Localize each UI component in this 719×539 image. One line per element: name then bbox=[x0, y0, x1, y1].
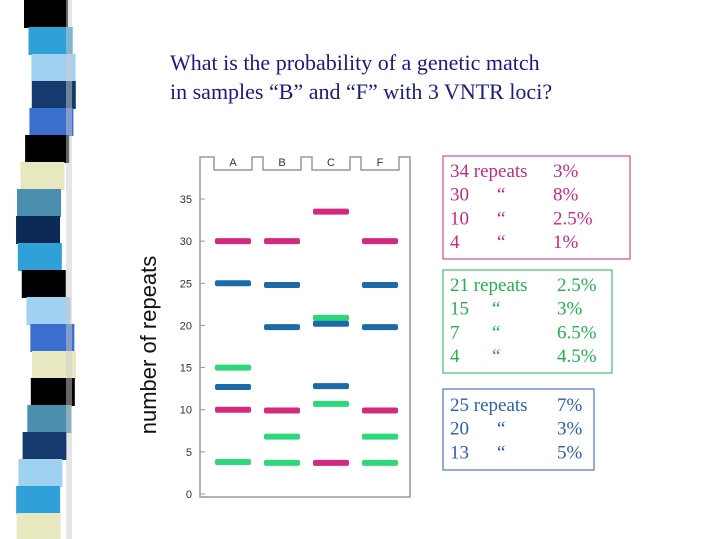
strip-block bbox=[18, 459, 63, 487]
band bbox=[215, 458, 251, 465]
y-tick-label: 35 bbox=[180, 194, 192, 206]
table-percent: 2.5% bbox=[557, 275, 597, 296]
band bbox=[264, 433, 300, 440]
y-tick-label: 25 bbox=[180, 278, 192, 290]
y-tick-label: 30 bbox=[180, 236, 192, 248]
table-percent: 8% bbox=[553, 185, 579, 206]
strip-block bbox=[17, 243, 62, 271]
table-count: 15 bbox=[450, 299, 469, 320]
table-percent: 4.5% bbox=[557, 346, 597, 367]
frequency-tables: 34 repeats 3% 30 “ 8% 10 “ 2.5% 4 “ 1% 21 repeats 2.… bbox=[442, 155, 631, 471]
table-percent: 5% bbox=[557, 442, 583, 463]
table-count: 4 bbox=[450, 346, 460, 367]
table-count: 4 bbox=[450, 232, 460, 253]
band bbox=[362, 407, 398, 414]
band bbox=[264, 238, 300, 245]
strip-block bbox=[17, 189, 62, 217]
table-percent: 6.5% bbox=[557, 322, 597, 343]
decorative-strip bbox=[16, 0, 76, 539]
table-ditto: “ bbox=[497, 419, 505, 440]
lane-label: C bbox=[327, 157, 335, 169]
table-count: 25 repeats bbox=[450, 395, 528, 416]
table-ditto: “ bbox=[497, 442, 505, 463]
band bbox=[362, 281, 398, 288]
band bbox=[313, 314, 349, 321]
band bbox=[313, 383, 349, 390]
band bbox=[264, 281, 300, 288]
table-count: 7 bbox=[450, 322, 460, 343]
table-count: 20 bbox=[450, 419, 469, 440]
band bbox=[215, 280, 251, 287]
band bbox=[362, 433, 398, 440]
y-tick-label: 20 bbox=[180, 320, 192, 332]
strip-block bbox=[28, 27, 73, 55]
table-ditto: “ bbox=[492, 346, 500, 367]
band bbox=[313, 208, 349, 215]
gel: 0 5 10 15 20 25 30 35 A B C F bbox=[180, 157, 398, 501]
title-line: What is the probability of a genetic mat… bbox=[170, 50, 540, 75]
band bbox=[215, 364, 251, 371]
strip-block bbox=[27, 405, 72, 433]
table-percent: 3% bbox=[553, 161, 579, 182]
table-count: 10 bbox=[450, 208, 469, 229]
strip-shadow bbox=[66, 0, 72, 539]
strip-block bbox=[16, 513, 61, 539]
table-percent: 1% bbox=[553, 232, 579, 253]
band bbox=[264, 459, 300, 466]
band bbox=[362, 324, 398, 331]
band bbox=[362, 459, 398, 466]
strip-block bbox=[21, 270, 66, 298]
table-box bbox=[442, 269, 613, 374]
table-ditto: “ bbox=[492, 322, 500, 343]
band bbox=[215, 383, 251, 390]
table-count: 13 bbox=[450, 442, 469, 463]
strip-block bbox=[25, 135, 70, 163]
band bbox=[215, 238, 251, 245]
band bbox=[313, 320, 349, 327]
y-axis-label: number of repeats bbox=[136, 256, 161, 435]
strip-block bbox=[16, 486, 61, 514]
table-percent: 3% bbox=[557, 419, 583, 440]
lane-label: A bbox=[229, 157, 237, 169]
y-tick-label: 10 bbox=[180, 405, 192, 417]
band bbox=[264, 324, 300, 331]
table-percent: 3% bbox=[557, 299, 583, 320]
table-count: 21 repeats bbox=[450, 275, 528, 296]
y-tick-label: 15 bbox=[180, 363, 192, 375]
band bbox=[313, 459, 349, 466]
y-tick-label: 5 bbox=[186, 447, 192, 459]
table-count: 34 repeats bbox=[450, 161, 528, 182]
table-percent: 2.5% bbox=[553, 208, 593, 229]
lane-label: B bbox=[278, 157, 285, 169]
table-ditto: “ bbox=[492, 299, 500, 320]
y-tick-label: 0 bbox=[186, 489, 192, 501]
band bbox=[264, 407, 300, 414]
table-percent: 7% bbox=[557, 395, 583, 416]
table-ditto: “ bbox=[497, 232, 505, 253]
table-box bbox=[442, 155, 631, 260]
table-count: 30 bbox=[450, 185, 469, 206]
strip-block bbox=[26, 297, 71, 325]
strip-block bbox=[24, 0, 68, 28]
table-box bbox=[442, 388, 595, 471]
lane-label: F bbox=[377, 157, 384, 169]
table-ditto: “ bbox=[497, 185, 505, 206]
strip-block bbox=[20, 162, 65, 190]
strip-block bbox=[16, 216, 61, 244]
band bbox=[215, 406, 251, 413]
gel-outline bbox=[199, 156, 411, 498]
band bbox=[313, 400, 349, 407]
strip-block bbox=[22, 432, 67, 460]
table-ditto: “ bbox=[497, 208, 505, 229]
title-line: in samples “B” and “F” with 3 VNTR loci? bbox=[170, 79, 552, 104]
band bbox=[362, 238, 398, 245]
